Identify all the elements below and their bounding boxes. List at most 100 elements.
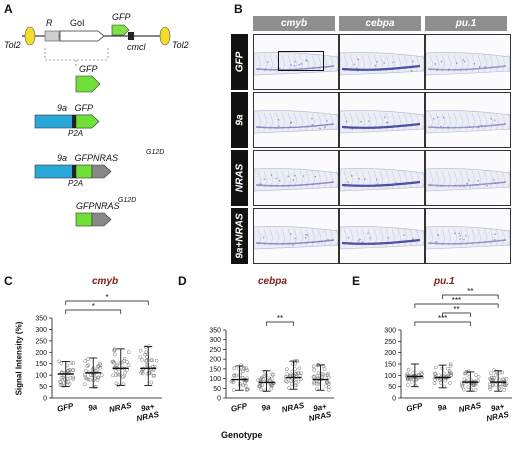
cmcl-block <box>128 32 134 40</box>
data-point-2-1 <box>446 366 450 371</box>
embryo-tail <box>426 110 510 134</box>
data-point-1-0 <box>234 373 239 378</box>
data-point-1-0 <box>243 383 248 388</box>
p2a-2 <box>72 165 76 178</box>
ish-image-r2-c2 <box>425 150 511 206</box>
data-point-0-0 <box>71 361 76 366</box>
panel-letter-a: A <box>4 2 13 16</box>
data-point-0-0 <box>66 368 70 373</box>
embryo-tail <box>340 52 424 76</box>
embryo-tail <box>254 52 338 76</box>
nras-arrow-4 <box>91 212 112 227</box>
data-point-1-2 <box>287 386 291 390</box>
data-point-1-0 <box>241 383 246 388</box>
embryo-tail <box>254 226 338 250</box>
ish-image-r0-c0 <box>253 34 339 90</box>
data-point-0-0 <box>69 360 74 365</box>
data-point-2-3 <box>497 377 502 382</box>
data-point-2-2 <box>460 381 464 385</box>
data-point-2-2 <box>466 385 471 389</box>
data-point-1-3 <box>322 367 327 372</box>
sig-label-2-0: *** <box>438 314 447 323</box>
data-point-2-1 <box>441 371 446 376</box>
y-tick-label-0-350: 350 <box>35 316 47 323</box>
data-point-1-3 <box>326 387 331 392</box>
gfp-top-label: GFP <box>112 12 131 22</box>
data-point-0-1 <box>95 368 100 373</box>
data-point-1-1 <box>260 383 265 388</box>
x-tick-label-0-2: NRAS <box>108 401 133 415</box>
y-tick-label-1-50: 50 <box>213 386 221 393</box>
panel-letter-c: C <box>4 274 13 288</box>
construct-diagram: Tol2 Tol2 R GoI GFP cmcl GFP 9a GFP P2A … <box>0 0 225 270</box>
data-point-0-2 <box>113 347 117 352</box>
data-point-0-0 <box>66 380 71 384</box>
data-point-2-0 <box>419 370 424 375</box>
data-point-1-2 <box>290 369 295 374</box>
sig-bracket-0-0 <box>65 309 122 314</box>
data-point-0-1 <box>91 366 96 371</box>
data-point-1-3 <box>311 374 316 379</box>
item-3-label: 9a GFPNRAS <box>57 153 119 163</box>
data-point-0-3 <box>148 371 153 375</box>
data-point-0-2 <box>111 359 116 364</box>
data-point-0-3 <box>149 380 154 385</box>
data-point-2-0 <box>406 367 411 372</box>
x-tick-label-1-3: NRAS <box>308 410 333 424</box>
data-point-0-2 <box>112 352 117 357</box>
data-point-2-2 <box>460 384 465 389</box>
data-point-0-1 <box>86 363 91 368</box>
data-point-0-0 <box>71 375 75 380</box>
embryo-tail <box>426 168 510 192</box>
data-point-0-3 <box>139 371 143 375</box>
data-point-1-2 <box>285 367 289 372</box>
x-tick-label-1-1: 9a <box>261 402 272 413</box>
data-point-2-0 <box>406 383 410 387</box>
sig-label-2-2: *** <box>452 296 461 305</box>
embryo-tail <box>426 226 510 250</box>
data-point-2-0 <box>409 379 414 384</box>
sig-bracket-2-1 <box>442 312 471 317</box>
data-point-1-0 <box>244 366 248 371</box>
data-point-0-3 <box>154 358 159 363</box>
embryo-tail <box>426 52 510 76</box>
embryo-tail <box>254 110 338 134</box>
embryo-tail <box>340 226 424 250</box>
row-label-gfp: GFP <box>231 34 248 90</box>
data-point-1-2 <box>292 358 297 363</box>
data-point-1-0 <box>231 388 236 392</box>
x-tick-label-0-3: 9a+ <box>140 402 155 414</box>
y-tick-label-2-150: 150 <box>384 362 396 369</box>
data-point-1-0 <box>237 366 241 371</box>
gfp-arrow-2 <box>75 114 100 129</box>
tol2-right-element <box>159 26 171 46</box>
row-label-9a: 9a <box>231 92 248 148</box>
data-point-0-3 <box>138 348 143 353</box>
x-tick-label-2-1: 9a <box>437 402 448 413</box>
r-label: R <box>46 18 53 28</box>
sig-label-2-1: ** <box>453 305 459 314</box>
y-tick-label-2-100: 100 <box>384 373 396 380</box>
data-point-1-1 <box>269 386 274 391</box>
data-point-1-3 <box>311 364 316 369</box>
data-point-0-2 <box>126 363 131 368</box>
data-point-0-3 <box>149 358 153 363</box>
data-point-2-2 <box>469 387 473 392</box>
data-point-0-2 <box>122 358 127 363</box>
data-point-0-0 <box>67 381 72 386</box>
data-point-2-1 <box>444 374 448 379</box>
y-tick-label-1-300: 300 <box>209 337 221 344</box>
data-point-1-2 <box>299 371 304 375</box>
data-point-1-3 <box>325 373 330 377</box>
y-tick-label-1-100: 100 <box>209 376 221 383</box>
data-point-2-1 <box>432 381 437 386</box>
data-point-1-2 <box>284 379 288 383</box>
data-point-1-1 <box>258 384 263 388</box>
data-point-0-1 <box>98 365 103 370</box>
y-tick-label-0-50: 50 <box>39 384 47 391</box>
data-point-2-2 <box>473 373 478 377</box>
data-point-1-1 <box>260 377 265 381</box>
y-tick-label-0-100: 100 <box>35 373 47 380</box>
data-point-0-2 <box>122 356 127 361</box>
